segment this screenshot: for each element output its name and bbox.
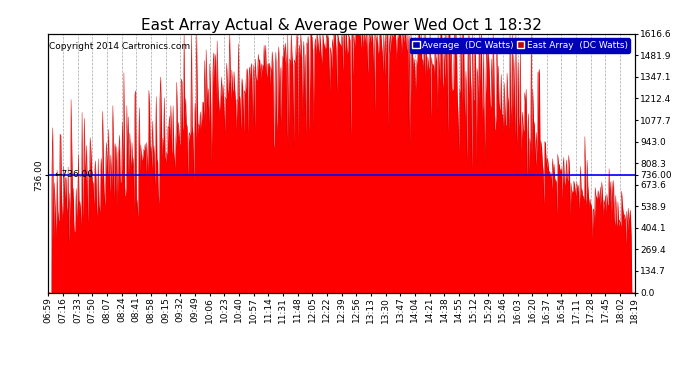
Text: Copyright 2014 Cartronics.com: Copyright 2014 Cartronics.com: [50, 42, 190, 51]
Legend: Average  (DC Watts), East Array  (DC Watts): Average (DC Watts), East Array (DC Watts…: [410, 38, 630, 53]
Title: East Array Actual & Average Power Wed Oct 1 18:32: East Array Actual & Average Power Wed Oc…: [141, 18, 542, 33]
Text: ←736.00: ←736.00: [55, 170, 93, 179]
